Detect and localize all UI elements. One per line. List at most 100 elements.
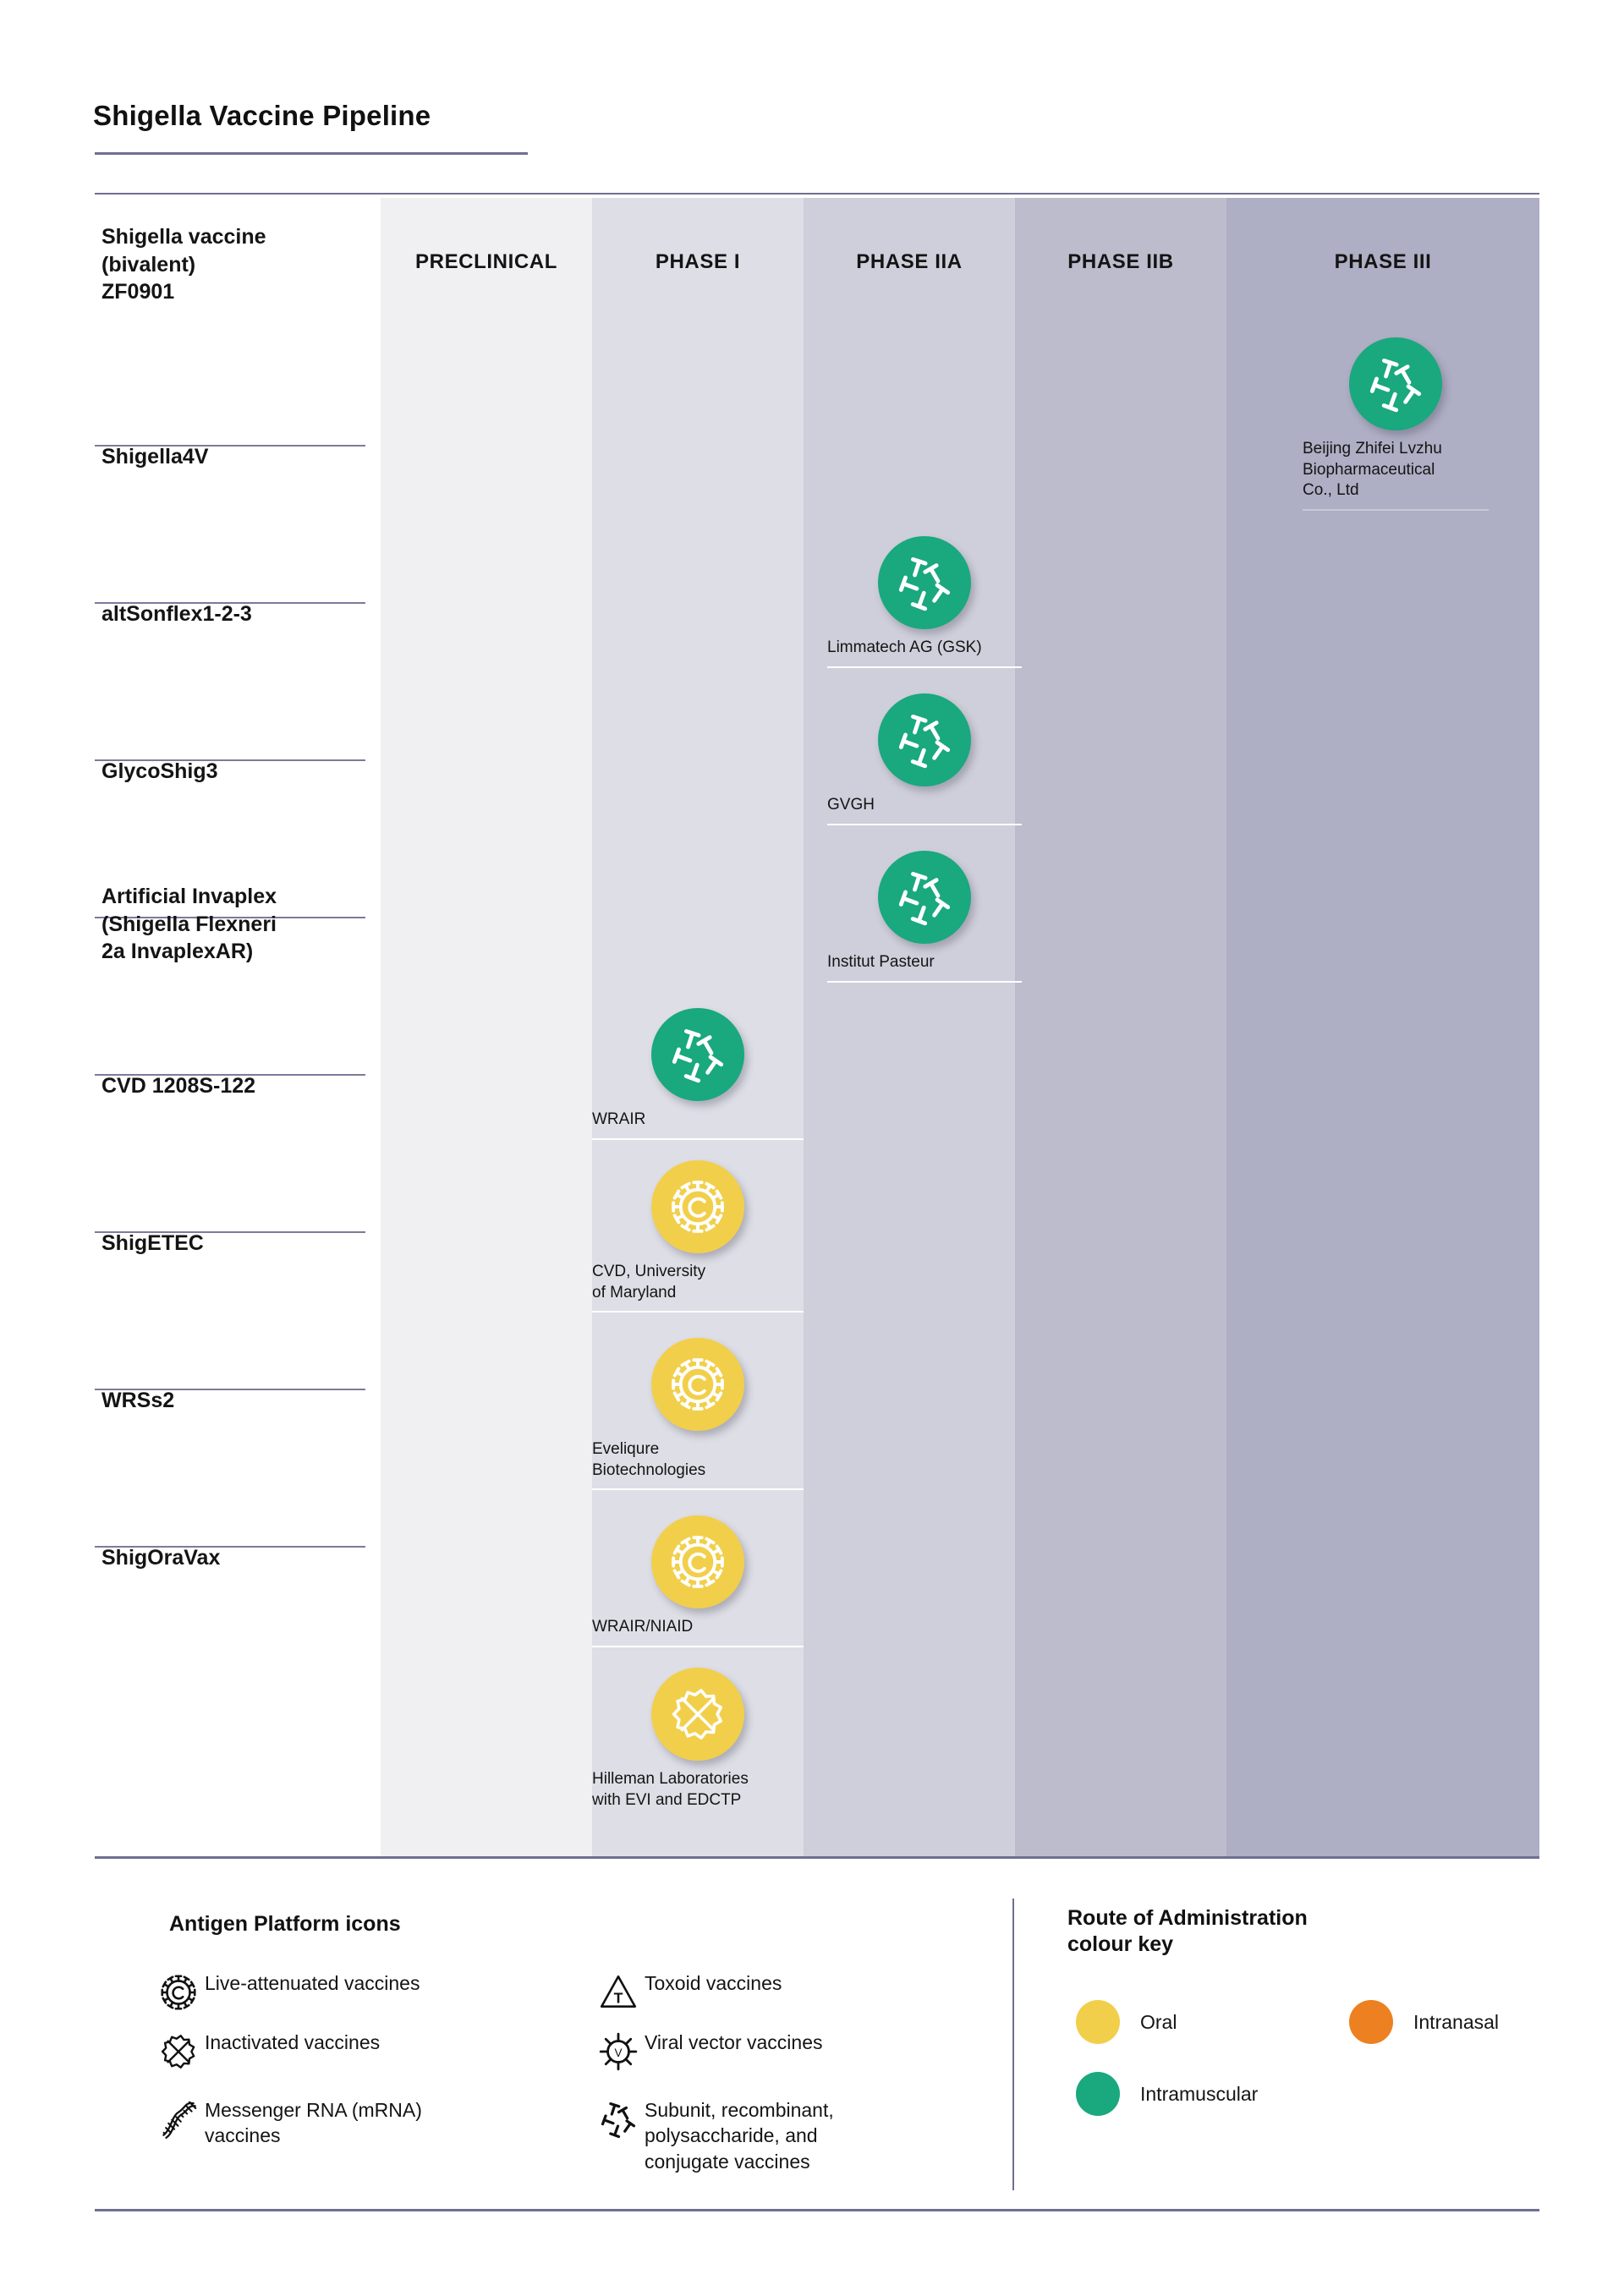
grid-bottom-divider: [95, 1856, 1539, 1859]
entry-divider: [592, 1645, 804, 1647]
entry-sponsor-label: Hilleman Laboratories with EVI and EDCTP: [592, 1770, 749, 1809]
header-divider: [95, 193, 1539, 195]
route-legend-item: Oral: [1076, 2000, 1177, 2044]
pipeline-entry[interactable]: GVGH: [827, 693, 1022, 825]
route-label: Intranasal: [1413, 2010, 1500, 2033]
legend-vertical-divider: [1012, 1899, 1014, 2190]
page-title: Shigella Vaccine Pipeline: [93, 100, 431, 131]
entry-divider: [1303, 509, 1489, 512]
entry-divider: [592, 1488, 804, 1491]
route-label: Oral: [1140, 2010, 1177, 2033]
antigen-legend-label: Live-attenuated vaccines: [205, 1972, 420, 1994]
entry-sponsor-label: CVD, University of Maryland: [592, 1263, 706, 1301]
phase-column-phase-iia[interactable]: PHASE IIA: [804, 198, 1047, 1856]
antigen-legend-label: Messenger RNA (mRNA) vaccines: [205, 2099, 422, 2147]
antigen-legend-label: Toxoid vaccines: [645, 1972, 782, 1994]
vaccine-row-divider-6: [95, 1389, 365, 1390]
entry-divider: [592, 1311, 804, 1313]
entry-sponsor-label: Beijing Zhifei Lvzhu Biopharmaceutical C…: [1303, 440, 1442, 500]
phase-column-phase-iii[interactable]: PHASE III: [1226, 198, 1539, 1856]
entry-sponsor-label: Eveliqure Biotechnologies: [592, 1440, 706, 1479]
antigen-legend-row: Messenger RNA (mRNA) vaccines: [152, 2097, 558, 2149]
route-legend-item: Intranasal: [1349, 2000, 1499, 2044]
entry-sponsor-label: GVGH: [827, 796, 875, 814]
antigen-legend-row: Live-attenuated vaccines: [152, 1970, 558, 2014]
svg-text:T: T: [614, 1989, 623, 2006]
svg-text:V: V: [614, 2047, 622, 2059]
entry-divider: [827, 980, 1022, 983]
legend: Antigen Platform icons Route of Administ…: [0, 1890, 1624, 2211]
live-attenuated-icon: [651, 1338, 744, 1431]
pipeline-entry[interactable]: Beijing Zhifei Lvzhu Biopharmaceutical C…: [1303, 337, 1489, 512]
vaccine-row-divider-3: [95, 917, 365, 918]
vaccine-name-1: Shigella4V: [102, 445, 209, 469]
entry-sponsor-label: Limmatech AG (GSK): [827, 638, 982, 656]
vaccine-name-6: ShigETEC: [102, 1231, 204, 1255]
subunit-icon: [878, 536, 971, 629]
entry-divider: [827, 666, 1022, 668]
pipeline-entry[interactable]: CVD, University of Maryland: [592, 1160, 804, 1313]
phase-column-phase-iib[interactable]: PHASE IIB: [1015, 198, 1259, 1856]
title-underline: [95, 152, 528, 155]
entry-divider: [592, 1137, 804, 1140]
phase-label-2: PHASE IIA: [856, 250, 963, 273]
vaccine-name-0: Shigella vaccine (bivalent) ZF0901: [102, 225, 266, 304]
pipeline-entry[interactable]: Institut Pasteur: [827, 851, 1022, 983]
vaccine-name-4: Artificial Invaplex (Shigella Flexneri 2…: [102, 885, 277, 963]
phase-label-0: PRECLINICAL: [415, 250, 557, 273]
antigen-legend-row: Inactivated vaccines: [152, 2030, 558, 2074]
route-swatch-intramuscular: [1076, 2072, 1120, 2116]
subunit-icon: [878, 851, 971, 944]
vaccine-row-divider-5: [95, 1231, 365, 1233]
subunit-icon: [592, 2097, 645, 2141]
mrna-icon: [152, 2097, 205, 2141]
antigen-legend-row: Subunit, recombinant, polysaccharide, an…: [592, 2097, 998, 2174]
vaccine-name-column: Shigella vaccine (bivalent) ZF0901 Shigel…: [0, 198, 381, 1856]
live-attenuated-icon: [651, 1160, 744, 1253]
phase-label-3: PHASE IIB: [1067, 250, 1174, 273]
entry-sponsor-label: Institut Pasteur: [827, 953, 935, 971]
vaccine-row-divider-1: [95, 602, 365, 604]
vaccine-name-7: WRSs2: [102, 1389, 175, 1412]
antigen-legend-row: T Toxoid vaccines: [592, 1970, 998, 2014]
antigen-legend-label: Subunit, recombinant, polysaccharide, an…: [645, 2099, 834, 2173]
subunit-icon: [1349, 337, 1442, 430]
vaccine-name-3: GlycoShig3: [102, 759, 218, 783]
vaccine-name-8: ShigOraVax: [102, 1546, 221, 1570]
vaccine-name-5: CVD 1208S-122: [102, 1074, 256, 1098]
pipeline-entry[interactable]: Hilleman Laboratories with EVI and EDCTP: [592, 1668, 804, 1811]
pipeline-entry[interactable]: Eveliqure Biotechnologies: [592, 1338, 804, 1491]
antigen-legend-row: V Viral vector vaccines: [592, 2030, 998, 2074]
vaccine-row-divider-0: [95, 445, 365, 447]
subunit-icon: [651, 1008, 744, 1101]
vaccine-row-divider-7: [95, 1546, 365, 1548]
live-attenuated-icon: [152, 1970, 205, 2014]
toxoid-icon: T: [592, 1970, 645, 2014]
phase-label-4: PHASE III: [1334, 250, 1432, 273]
route-legend-item: Intramuscular: [1076, 2072, 1258, 2116]
inactivated-icon: [152, 2030, 205, 2074]
vaccine-row-divider-2: [95, 759, 365, 761]
route-legend-title: Route of Administration colour key: [1067, 1906, 1308, 1957]
entry-sponsor-label: WRAIR: [592, 1110, 646, 1128]
route-label: Intramuscular: [1140, 2082, 1259, 2105]
footer-divider: [95, 2209, 1539, 2211]
phase-column-preclinical[interactable]: PRECLINICAL: [381, 198, 624, 1856]
live-attenuated-icon: [651, 1515, 744, 1608]
vaccine-row-divider-4: [95, 1074, 365, 1076]
route-swatch-intranasal: [1349, 2000, 1393, 2044]
phase-bands: PRECLINICAL PHASE I PHASE IIA PHASE IIB PHAS…: [0, 198, 1624, 1856]
inactivated-icon: [651, 1668, 744, 1761]
viral-vector-icon: V: [592, 2030, 645, 2074]
pipeline-entry[interactable]: Limmatech AG (GSK): [827, 536, 1022, 668]
antigen-legend-label: Inactivated vaccines: [205, 2031, 381, 2053]
entry-divider: [827, 823, 1022, 825]
pipeline-entry[interactable]: WRAIR/NIAID: [592, 1515, 804, 1647]
pipeline-entry[interactable]: WRAIR: [592, 1008, 804, 1140]
route-swatch-oral: [1076, 2000, 1120, 2044]
antigen-legend-label: Viral vector vaccines: [645, 2031, 823, 2053]
subunit-icon: [878, 693, 971, 786]
phase-label-1: PHASE I: [655, 250, 741, 273]
vaccine-name-2: altSonflex1-2-3: [102, 602, 252, 626]
